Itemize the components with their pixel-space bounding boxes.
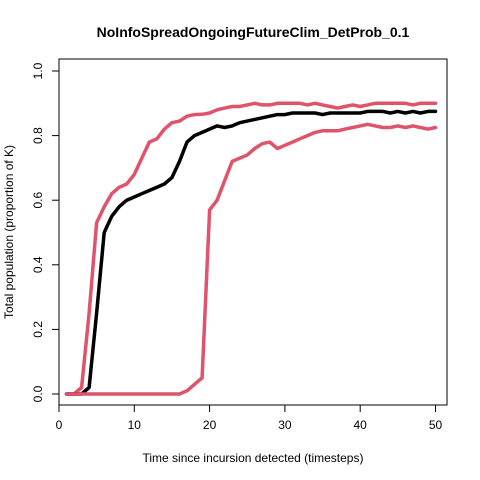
x-tick-label: 0 bbox=[56, 418, 63, 432]
y-tick-label: 0.4 bbox=[31, 256, 45, 273]
x-axis-label: Time since incursion detected (timesteps… bbox=[143, 451, 364, 465]
y-axis: 0.0 0.2 0.4 0.6 0.8 1.0 bbox=[31, 62, 60, 402]
y-tick-label: 1.0 bbox=[31, 62, 45, 79]
chart-title: NoInfoSpreadOngoingFutureClim_DetProb_0.… bbox=[97, 24, 410, 40]
plot-area bbox=[64, 101, 438, 396]
x-axis: 0 10 20 30 40 50 bbox=[56, 404, 443, 432]
y-tick-label: 0.6 bbox=[31, 192, 45, 209]
x-tick-label: 20 bbox=[203, 418, 217, 432]
y-axis-label: Total population (proportion of K) bbox=[2, 145, 16, 319]
series-line-1 bbox=[64, 101, 438, 396]
y-tick-label: 0.2 bbox=[31, 321, 45, 338]
x-tick-label: 30 bbox=[278, 418, 292, 432]
x-tick-label: 10 bbox=[128, 418, 142, 432]
y-tick-label: 0.8 bbox=[31, 127, 45, 144]
y-tick-label: 0.0 bbox=[31, 385, 45, 402]
series-line-3 bbox=[64, 122, 438, 396]
series-line-2 bbox=[64, 109, 438, 396]
x-tick-label: 50 bbox=[429, 418, 443, 432]
x-tick-label: 40 bbox=[354, 418, 368, 432]
